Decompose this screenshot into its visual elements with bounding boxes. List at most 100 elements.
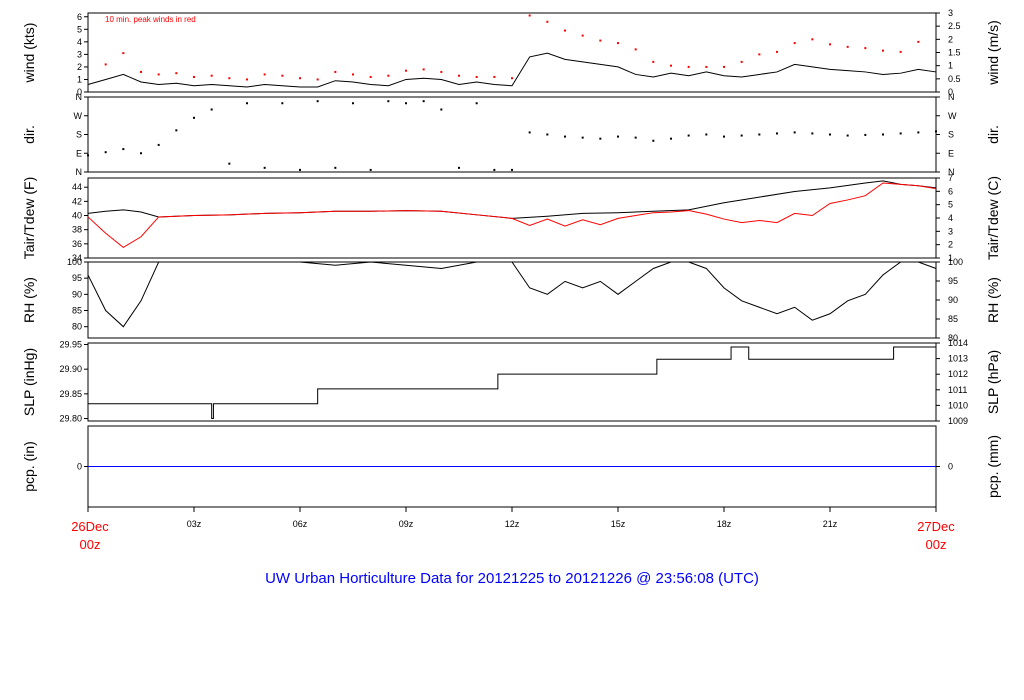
dir-point: [263, 166, 266, 169]
right-tick-label: 2.5: [948, 21, 961, 31]
dir-point: [87, 154, 89, 157]
left-tick-label: 3: [77, 49, 82, 59]
wind-point: [546, 20, 549, 23]
left-tick-label: 40: [72, 211, 82, 221]
wind-point: [634, 48, 637, 51]
wind-point: [705, 65, 708, 68]
left-tick-label: 42: [72, 196, 82, 206]
x-axis: 26Dec 00z 27Dec 00z 03z 06z 09z 12z 15z 18z 21…: [71, 507, 955, 552]
x-tick-label: 06z: [293, 519, 308, 529]
right-axis-label: Tair/Tdew (C): [985, 176, 1001, 260]
panel-frame: [87, 96, 937, 173]
wind-point: [193, 75, 195, 78]
panel-slp: 29.80 29.85 29.90 29.95 1009 1010 1011 1012 1013…: [21, 338, 1001, 426]
x-tick-label: 09z: [399, 519, 414, 529]
right-tick-label: 90: [948, 295, 958, 305]
rh-series-line: [87, 261, 937, 328]
left-tick-label: E: [76, 148, 82, 158]
wind-point: [387, 74, 390, 77]
left-axis-label: pcp. (in): [21, 441, 37, 492]
end-time-label: 00z: [926, 537, 947, 552]
wind-point: [281, 74, 284, 77]
slp-series-line: [88, 346, 936, 420]
wind-point: [687, 65, 690, 68]
left-tick-label: 29.95: [59, 339, 82, 349]
left-tick-label: 38: [72, 225, 82, 235]
dir-point: [899, 132, 902, 135]
dir-point: [228, 162, 231, 165]
wind-point: [299, 77, 301, 80]
left-axis-label: wind (kts): [21, 23, 37, 84]
dir-point: [882, 133, 884, 136]
right-tick-label: 1014: [948, 338, 968, 348]
wind-series-line: [87, 52, 937, 88]
dir-point: [458, 166, 460, 169]
wind-point: [352, 73, 354, 76]
peak-winds-note: 10 min. peak winds in red: [105, 15, 196, 24]
wind-point: [776, 50, 778, 53]
right-tick-label: 1009: [948, 416, 968, 426]
wind-point: [440, 70, 443, 73]
dir-point: [546, 133, 549, 136]
right-tick-label: 95: [948, 276, 958, 286]
left-tick-label: 100: [67, 257, 82, 267]
dir-point: [175, 129, 178, 132]
dir-point: [564, 135, 566, 138]
temp-series-line: [87, 182, 937, 248]
temp-series-line: [87, 180, 937, 219]
wind-point: [811, 38, 814, 41]
dir-point: [299, 168, 301, 171]
dir-point: [422, 100, 425, 103]
left-axis-label: Tair/Tdew (F): [21, 177, 37, 259]
right-axis-label: RH (%): [985, 277, 1001, 323]
dir-point: [864, 133, 867, 136]
left-tick-label: 29.80: [59, 414, 82, 424]
right-tick-label: W: [948, 111, 957, 121]
wind-point: [175, 72, 178, 75]
dir-point: [511, 168, 513, 171]
x-tick-label: 18z: [717, 519, 732, 529]
dir-point: [829, 133, 831, 136]
left-tick-label: 36: [72, 239, 82, 249]
left-tick-label: 85: [72, 306, 82, 316]
dir-point: [387, 100, 390, 103]
dir-point: [581, 136, 584, 139]
wind-point: [758, 53, 761, 56]
dir-point: [723, 135, 725, 138]
left-tick-label: 4: [77, 37, 82, 47]
right-tick-label: S: [948, 130, 954, 140]
wind-point: [793, 42, 796, 45]
right-tick-label: 6: [948, 186, 953, 196]
dir-point: [599, 137, 602, 140]
right-tick-label: 0.5: [948, 74, 961, 84]
dir-point: [917, 131, 920, 134]
right-tick-label: 1.5: [948, 48, 961, 58]
wind-point: [263, 73, 266, 76]
right-tick-label: 0: [948, 462, 953, 472]
left-tick-label: 90: [72, 289, 82, 299]
right-tick-label: 1011: [948, 385, 967, 395]
panel-frame: [87, 261, 937, 339]
right-tick-label: 2: [948, 240, 953, 250]
wind-point: [458, 74, 460, 77]
dir-point: [122, 148, 125, 151]
wind-point: [140, 70, 142, 73]
wind-point: [864, 47, 867, 50]
dir-point: [652, 139, 655, 142]
left-tick-label: 95: [72, 273, 82, 283]
wind-point: [899, 50, 902, 53]
right-tick-label: 80: [948, 333, 958, 343]
right-tick-label: N: [948, 92, 955, 102]
wind-point: [511, 77, 513, 80]
dir-point: [352, 102, 354, 105]
wind-point: [122, 52, 125, 55]
start-time-label: 00z: [80, 537, 101, 552]
dir-point: [740, 134, 743, 137]
right-tick-label: 1: [948, 61, 953, 71]
dir-point: [493, 168, 496, 171]
start-date-label: 26Dec: [71, 519, 109, 534]
chart-title: UW Urban Horticulture Data for 20121225 …: [265, 570, 759, 587]
left-tick-label: 5: [77, 24, 82, 34]
dir-point: [246, 102, 248, 105]
